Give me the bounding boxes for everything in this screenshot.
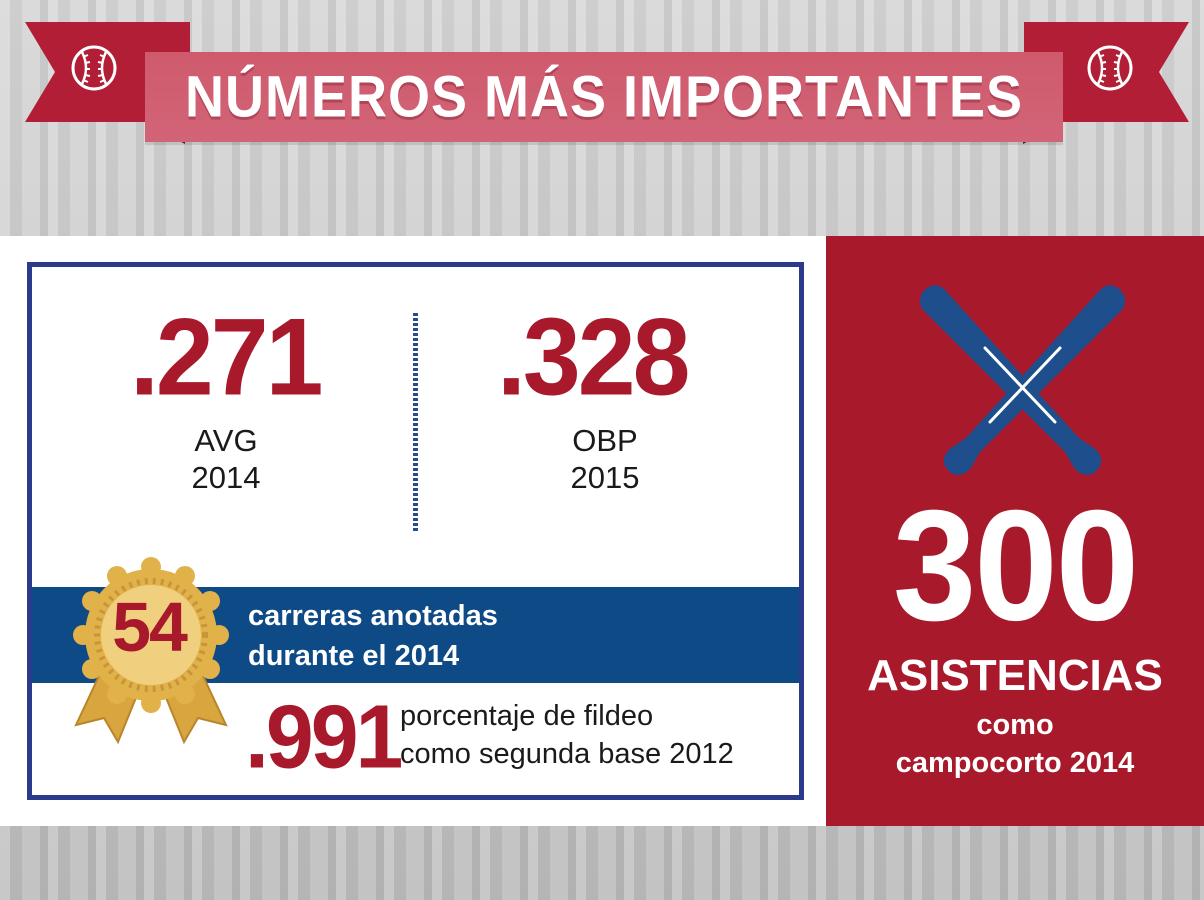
runs-line-1: carreras anotadas xyxy=(248,600,498,632)
runs-line-2: durante el 2014 xyxy=(248,640,460,672)
assists-value: 300 xyxy=(892,476,1139,654)
obp-value: .328 xyxy=(497,296,690,419)
assists-label: ASISTENCIAS xyxy=(867,651,1163,700)
baseball-icon xyxy=(1087,45,1133,91)
obp-year: 2015 xyxy=(570,460,640,495)
assists-panel xyxy=(826,236,1204,826)
gold-medal-icon xyxy=(73,557,229,745)
ribbon-right-tail xyxy=(1024,22,1189,122)
baseball-icon xyxy=(71,45,117,91)
stats-divider xyxy=(413,313,418,531)
fielding-value: .991 xyxy=(245,686,403,788)
assists-description: como campocorto 2014 xyxy=(860,706,1170,782)
fielding-line-2: como segunda base 2012 xyxy=(400,738,734,770)
fielding-description: porcentaje de fildeo como segunda base 2… xyxy=(400,697,734,773)
title-banner: NÚMEROS MÁS IMPORTANTES xyxy=(0,0,1204,160)
avg-value: .271 xyxy=(130,296,323,419)
avg-year: 2014 xyxy=(191,460,261,495)
obp-label: OBP xyxy=(572,423,638,458)
avg-label: AVG xyxy=(194,423,258,458)
page-title: NÚMEROS MÁS IMPORTANTES xyxy=(184,64,1023,130)
runs-value: 54 xyxy=(112,588,188,666)
runs-description: carreras anotadas durante el 2014 xyxy=(248,596,498,676)
fielding-line-1: porcentaje de fildeo xyxy=(400,700,654,732)
banner-main xyxy=(145,52,1063,142)
assists-line-1: como xyxy=(976,709,1054,741)
assists-line-2: campocorto 2014 xyxy=(895,747,1135,779)
crossed-bats-icon xyxy=(919,285,1126,475)
